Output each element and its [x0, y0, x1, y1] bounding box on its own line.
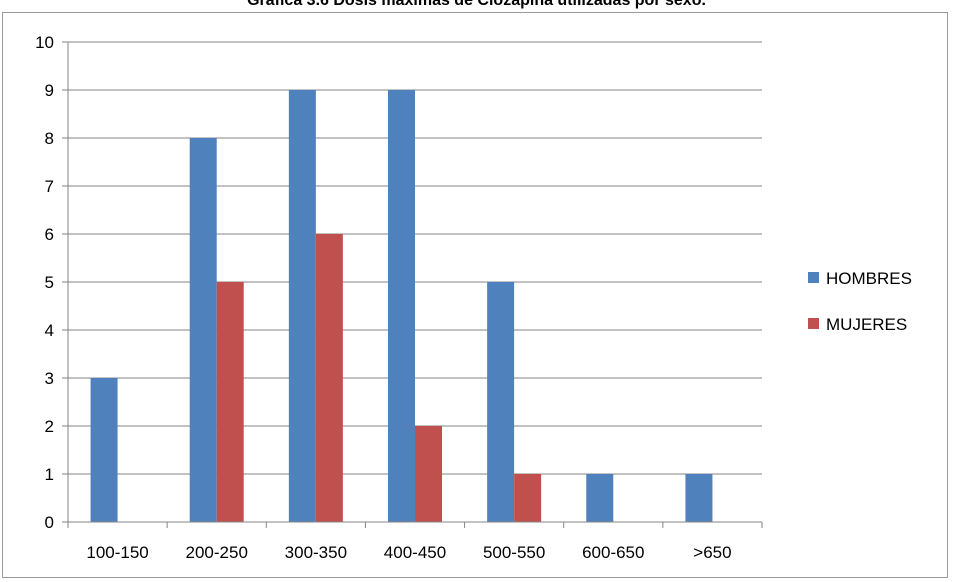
x-tick-label: >650 — [693, 543, 731, 562]
x-tick-label: 200-250 — [186, 543, 248, 562]
x-tick-label: 300-350 — [285, 543, 347, 562]
legend-label-hombres: HOMBRES — [826, 269, 912, 288]
bar-hombres-500-550 — [487, 282, 515, 522]
bar-mujeres-400-450 — [415, 426, 442, 522]
bar-hombres-100-150 — [90, 378, 118, 522]
legend-swatch-mujeres — [808, 318, 819, 329]
y-tick-label: 4 — [45, 321, 54, 340]
legend-label-mujeres: MUJERES — [826, 315, 907, 334]
y-tick-label: 3 — [45, 369, 54, 388]
y-tick-label: 9 — [45, 81, 54, 100]
bar-hombres-200-250 — [189, 138, 217, 522]
bar-hombres->650 — [685, 474, 713, 522]
bar-hombres-600-650 — [586, 474, 614, 522]
x-tick-label: 500-550 — [483, 543, 545, 562]
y-tick-label: 5 — [45, 273, 54, 292]
y-tick-label: 0 — [45, 513, 54, 532]
legend-swatch-hombres — [808, 272, 819, 283]
y-tick-label: 10 — [35, 33, 54, 52]
bar-hombres-400-450 — [388, 90, 415, 522]
y-tick-label: 1 — [45, 465, 54, 484]
y-tick-label: 6 — [45, 225, 54, 244]
bar-hombres-300-350 — [288, 90, 316, 522]
x-tick-label: 600-650 — [582, 543, 644, 562]
x-tick-label: 400-450 — [384, 543, 446, 562]
bar-mujeres-500-550 — [514, 474, 542, 522]
axes: 0 1 2 3 4 5 6 7 8 9 10 100-150 200-250 300-350 400-450… — [35, 33, 763, 562]
y-tick-label: 2 — [45, 417, 54, 436]
bar-mujeres-300-350 — [315, 234, 343, 522]
legend: HOMBRES MUJERES — [808, 269, 912, 334]
y-tick-label: 7 — [45, 177, 54, 196]
bar-mujeres-200-250 — [216, 282, 244, 522]
chart-title: Gráfica 3.6 Dosis máximas de Clozapina u… — [247, 0, 706, 9]
y-tick-label: 8 — [45, 129, 54, 148]
x-tick-label: 100-150 — [86, 543, 148, 562]
chart-frame — [2, 12, 948, 578]
bars — [90, 90, 713, 522]
